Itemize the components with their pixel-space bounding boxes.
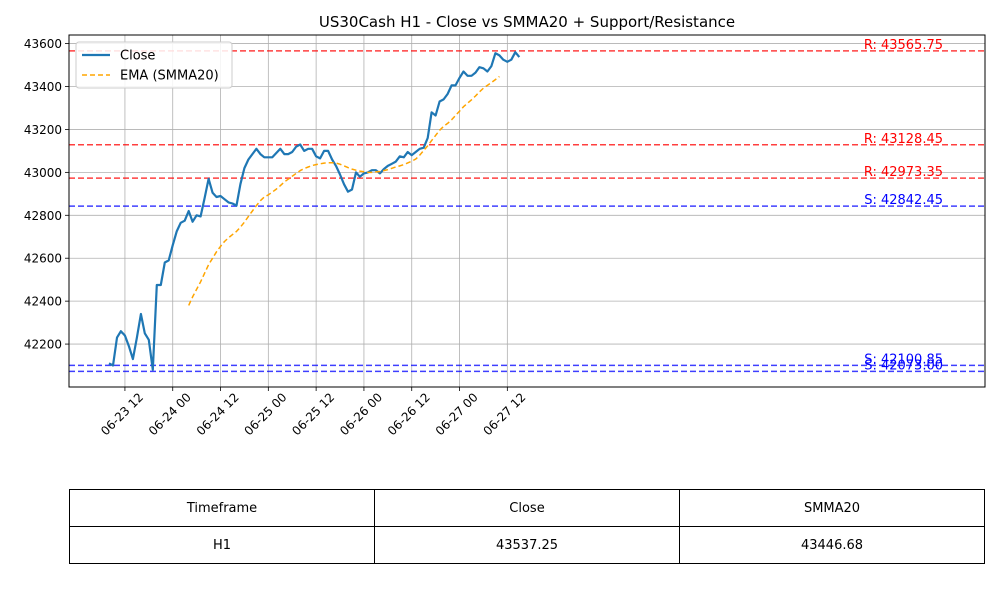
x-tick-label: 06-26 00	[337, 390, 385, 438]
y-tick-label: 42400	[24, 295, 62, 309]
series-line-close	[108, 51, 521, 371]
resistance-label: R: 42973.35	[864, 165, 943, 180]
plot-frame	[68, 34, 986, 388]
support-resistance-layer: R: 43565.75 R: 43128.45 R: 42973.35 S: 4284…	[69, 38, 985, 373]
grid-layer	[69, 35, 985, 387]
line-chart: US30Cash H1 - Close vs SMMA20 + Support/…	[24, 13, 986, 438]
x-tick-label: 06-23 12	[98, 390, 146, 438]
x-tick-label: 06-27 00	[433, 390, 481, 438]
x-tick-label: 06-24 00	[146, 390, 194, 438]
x-tick-label: 06-26 12	[385, 390, 433, 438]
support-label: S: 42842.45	[864, 193, 943, 208]
y-tick-label: 43400	[24, 80, 62, 94]
resistance-label: R: 43565.75	[864, 38, 943, 53]
series-layer	[108, 51, 521, 371]
series-line-smma20	[188, 75, 500, 306]
summary-cell-close: 43537.25	[374, 526, 680, 564]
x-tick-label: 06-24 12	[194, 390, 242, 438]
x-tick-label: 06-25 00	[241, 390, 289, 438]
summary-table: Timeframe Close SMMA20 H1 43537.25 43446…	[69, 489, 985, 564]
summary-cell-timeframe: H1	[69, 526, 375, 564]
y-tick-label: 42800	[24, 209, 62, 223]
support-label: S: 42100.85	[864, 352, 943, 367]
y-tick-label: 43600	[24, 37, 62, 51]
summary-header-smma20: SMMA20	[679, 489, 985, 527]
legend: Close EMA (SMMA20)	[75, 41, 233, 89]
support-label: S: 42073.00	[864, 358, 943, 373]
x-tick-label: 06-27 12	[480, 390, 528, 438]
summary-header-row: Timeframe Close SMMA20	[69, 489, 985, 527]
x-tick-label: 06-25 12	[289, 390, 337, 438]
summary-cell-smma20: 43446.68	[679, 526, 985, 564]
y-tick-label: 43000	[24, 166, 62, 180]
summary-data-row: H1 43537.25 43446.68	[69, 526, 985, 564]
legend-label: EMA (SMMA20)	[120, 69, 219, 84]
summary-header-timeframe: Timeframe	[69, 489, 375, 527]
resistance-label: R: 43128.45	[864, 132, 943, 147]
legend-box	[75, 41, 233, 89]
legend-label: Close	[120, 49, 155, 64]
y-tick-label: 42200	[24, 338, 62, 352]
y-tick-label: 43200	[24, 123, 62, 137]
y-tick-label: 42600	[24, 252, 62, 266]
chart-container: US30Cash H1 - Close vs SMMA20 + Support/…	[24, 13, 986, 438]
summary-header-close: Close	[374, 489, 680, 527]
axis-layer: 42200 42400 42600 42800 43000 43200 43400 43600…	[24, 34, 986, 438]
chart-title: US30Cash H1 - Close vs SMMA20 + Support/…	[319, 13, 735, 31]
